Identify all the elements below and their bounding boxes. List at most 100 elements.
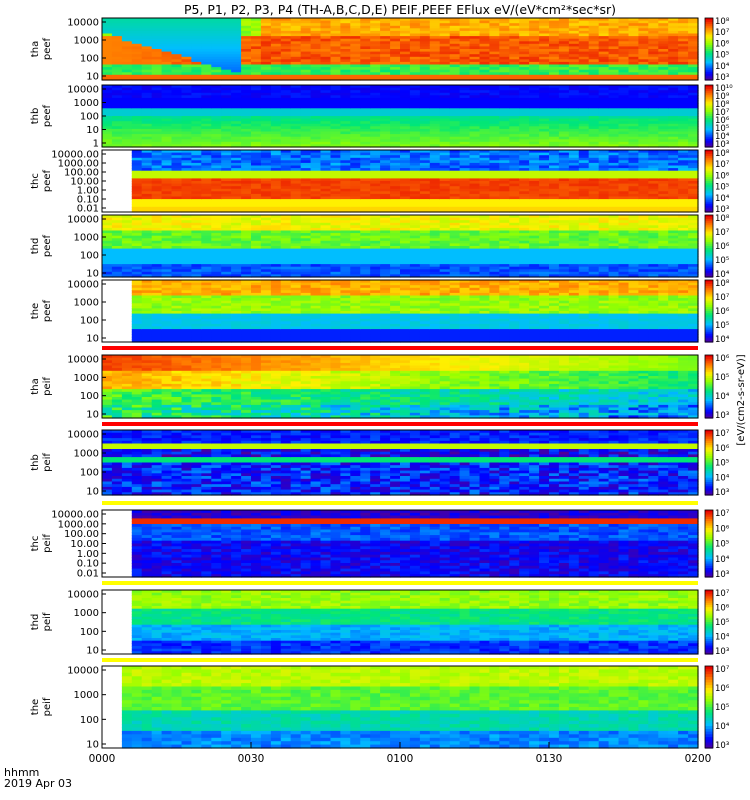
heatmap-cell <box>688 46 699 50</box>
heatmap-cell <box>171 186 182 190</box>
heatmap-cell <box>290 220 302 224</box>
heatmap-cell <box>469 87 480 91</box>
heatmap-cell <box>668 131 679 135</box>
heatmap-cell <box>400 157 411 161</box>
heatmap-cell <box>131 59 143 63</box>
heatmap-cell <box>221 264 232 268</box>
heatmap-cell <box>519 56 530 60</box>
heatmap-cell <box>519 113 530 117</box>
heatmap-cell <box>429 173 441 177</box>
heatmap-cell <box>290 181 302 185</box>
heatmap-cell <box>340 183 351 187</box>
heatmap-cell <box>588 103 600 107</box>
heatmap-cell <box>360 100 371 104</box>
heatmap-cell <box>280 92 292 96</box>
heatmap-cell <box>400 33 411 37</box>
heatmap-cell <box>201 274 212 278</box>
heatmap-cell <box>241 51 252 55</box>
colorbar-tick-label: 10³ <box>715 140 729 150</box>
heatmap-cell <box>509 108 520 112</box>
heatmap-cell <box>330 186 341 190</box>
heatmap-cell <box>350 116 361 120</box>
heatmap-cell <box>648 196 659 200</box>
heatmap-cell <box>131 74 143 78</box>
heatmap-cell <box>171 36 182 40</box>
heatmap-cell <box>131 128 143 133</box>
heatmap-cell <box>499 67 510 71</box>
heatmap-cell <box>668 204 679 208</box>
heatmap-cell <box>330 108 341 112</box>
heatmap-cell <box>429 136 441 140</box>
heatmap-cell <box>509 150 520 154</box>
heatmap-cell <box>459 199 471 203</box>
heatmap-cell <box>121 23 133 27</box>
heatmap-cell <box>459 38 471 42</box>
heatmap-cell <box>678 33 689 37</box>
heatmap-cell <box>459 128 471 133</box>
heatmap-cell <box>151 108 163 112</box>
heatmap-cell <box>111 266 123 270</box>
heatmap-cell <box>598 72 610 76</box>
heatmap-cell <box>181 121 192 125</box>
heatmap-cell <box>320 204 331 208</box>
heatmap-cell <box>121 230 133 234</box>
heatmap-cell <box>191 36 202 40</box>
heatmap-cell <box>330 69 341 73</box>
heatmap-cell <box>489 150 500 154</box>
heatmap-cell <box>121 100 133 104</box>
heatmap-cell <box>300 191 312 195</box>
heatmap-cell <box>300 36 312 40</box>
heatmap-cell <box>260 103 272 107</box>
heatmap-cell <box>350 178 361 182</box>
heatmap-cell <box>280 193 292 198</box>
heatmap-cell <box>549 134 560 138</box>
heatmap-cell <box>598 123 610 127</box>
heatmap-cell <box>191 56 202 60</box>
heatmap-cell <box>439 105 451 109</box>
heatmap-cell <box>330 274 341 278</box>
heatmap-cell <box>558 30 570 35</box>
heatmap-cell <box>558 136 570 140</box>
heatmap-cell <box>499 95 510 99</box>
heatmap-cell <box>678 160 689 164</box>
heatmap-cell <box>578 18 590 22</box>
heatmap-cell <box>171 155 182 159</box>
heatmap-cell <box>171 108 182 112</box>
heatmap-cell <box>300 134 312 138</box>
heatmap-cell <box>181 77 192 81</box>
colorbar-step <box>705 28 713 31</box>
heatmap-cell <box>529 209 540 213</box>
heatmap-cell <box>380 162 391 167</box>
heatmap-cell <box>251 136 262 140</box>
heatmap-cell <box>290 92 302 96</box>
heatmap-cell <box>241 162 252 167</box>
heatmap-cell <box>469 59 480 63</box>
heatmap-cell <box>370 191 381 195</box>
heatmap-cell <box>201 230 212 234</box>
heatmap-cell <box>350 204 361 208</box>
heatmap-cell <box>558 144 570 148</box>
heatmap-cell <box>320 77 331 81</box>
colorbar-step <box>705 170 713 174</box>
heatmap-cell <box>459 191 471 195</box>
heatmap-cell <box>310 209 322 213</box>
heatmap-cell <box>141 85 153 89</box>
heatmap-cell <box>519 77 530 81</box>
heatmap-cell <box>608 25 620 29</box>
heatmap-cell <box>310 240 322 244</box>
heatmap-cell <box>131 30 143 35</box>
heatmap-cell <box>499 128 510 133</box>
heatmap-cell <box>161 193 173 198</box>
heatmap-cell <box>549 36 560 40</box>
heatmap-cell <box>330 51 341 55</box>
heatmap-cell <box>400 41 411 45</box>
heatmap-cell <box>270 199 282 203</box>
heatmap-cell <box>648 118 659 122</box>
heatmap-cell <box>479 118 490 122</box>
heatmap-cell <box>251 162 262 167</box>
heatmap-cell <box>549 157 560 161</box>
heatmap-cell <box>231 160 242 164</box>
heatmap-cell <box>131 136 143 140</box>
heatmap-cell <box>419 23 431 27</box>
heatmap-cell <box>628 193 639 198</box>
